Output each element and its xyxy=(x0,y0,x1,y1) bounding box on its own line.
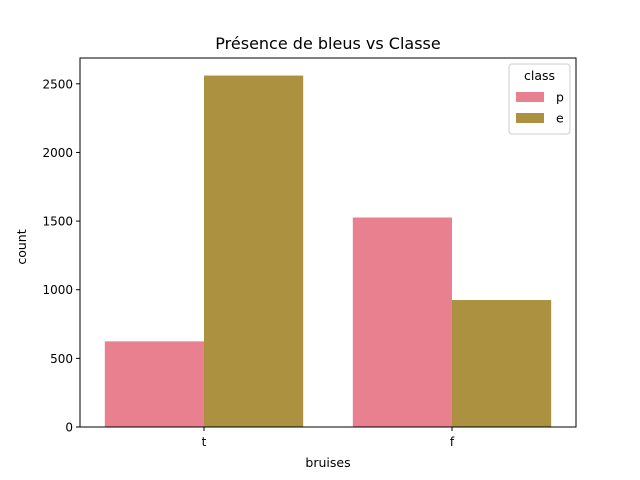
legend-title: class xyxy=(524,68,555,83)
chart-title: Présence de bleus vs Classe xyxy=(215,34,440,53)
x-axis-label: bruises xyxy=(305,455,350,470)
bar-e-f xyxy=(452,300,552,427)
x-tick-label: t xyxy=(202,435,207,449)
legend-label-p: p xyxy=(556,90,564,105)
y-tick-label: 1000 xyxy=(42,283,73,297)
plot-area: 0 500 1000 1500 2000 2500 t f xyxy=(42,57,577,449)
axes-frame xyxy=(79,57,577,428)
y-tick-label: 500 xyxy=(50,352,73,366)
legend: class pe xyxy=(508,63,571,135)
bar-p-f xyxy=(352,217,452,427)
y-axis-label: count xyxy=(14,229,29,264)
y-tick-label: 0 xyxy=(65,421,73,435)
y-tick-label: 1500 xyxy=(42,215,73,229)
legend-swatch-e xyxy=(516,113,544,123)
legend-label-e: e xyxy=(556,111,564,126)
bar-e-t xyxy=(204,75,304,428)
bar-p-t xyxy=(104,341,204,427)
y-tick-label: 2000 xyxy=(42,146,73,160)
legend-swatch-p xyxy=(516,92,544,102)
x-tick-label: f xyxy=(450,435,455,449)
y-tick-label: 2500 xyxy=(42,77,73,91)
